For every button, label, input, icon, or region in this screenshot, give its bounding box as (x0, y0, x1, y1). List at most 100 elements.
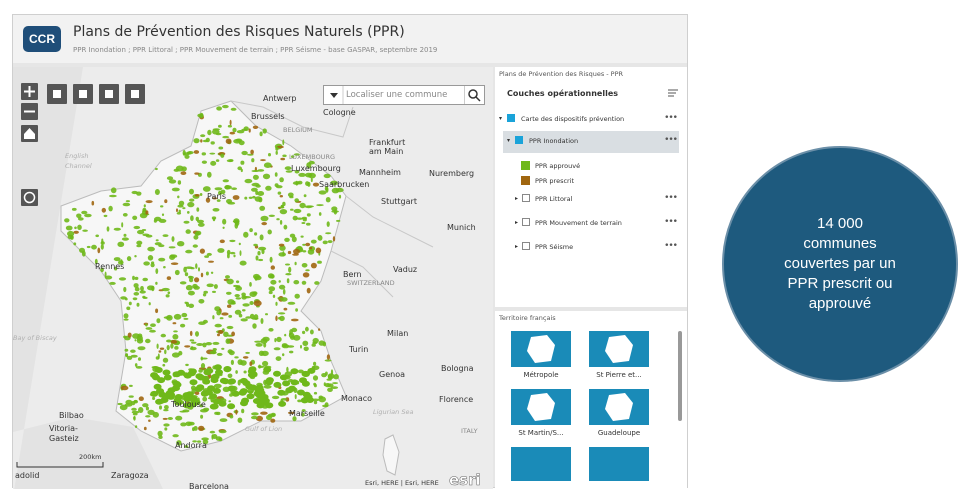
risk-area (270, 279, 277, 285)
risk-area (212, 208, 220, 212)
expand[interactable]: ▸ (515, 195, 519, 202)
risk-area (240, 168, 243, 173)
map-label: LUXEMBOURG (289, 153, 335, 161)
search-dropdown[interactable] (324, 86, 344, 104)
layer-row[interactable]: ▸ PPR Mouvement de terrain ••• (495, 213, 685, 233)
more[interactable]: ••• (664, 241, 678, 251)
risk-area (156, 343, 159, 349)
risk-area (226, 291, 232, 295)
layer-row[interactable]: ▾ PPR Inondation ••• (503, 131, 679, 153)
checkbox[interactable] (515, 136, 523, 144)
more[interactable]: ••• (664, 113, 678, 123)
map-label: Milan (387, 329, 408, 338)
risk-area (157, 430, 163, 437)
risk-area (145, 327, 153, 330)
risk-area (273, 381, 282, 388)
risk-area (237, 166, 242, 171)
risk-area (106, 226, 110, 232)
risk-area (200, 414, 204, 419)
map-label: Vaduz (393, 265, 417, 274)
risk-area (305, 242, 311, 247)
expand[interactable]: ▾ (499, 115, 503, 122)
territory-thumb[interactable] (589, 389, 649, 425)
risk-area (183, 220, 190, 224)
risk-area (227, 403, 236, 410)
risk-area (294, 394, 297, 400)
risk-area (231, 187, 238, 190)
layer-row[interactable]: ▸ PPR Séisme ••• (495, 237, 685, 257)
risk-area (177, 241, 185, 247)
layer-options[interactable] (667, 87, 679, 99)
risk-area (221, 378, 230, 385)
risk-area (181, 312, 188, 318)
risk-area (264, 379, 273, 386)
search-box[interactable]: Localiser une commune (323, 85, 485, 105)
risk-area (282, 139, 285, 146)
territory-thumb[interactable] (511, 447, 571, 481)
territory-thumb[interactable] (511, 389, 571, 425)
risk-area (258, 258, 264, 262)
more[interactable]: ••• (664, 217, 678, 227)
risk-area (324, 402, 329, 408)
checkbox[interactable] (507, 114, 515, 122)
risk-area (322, 240, 328, 245)
risk-area (172, 434, 179, 438)
risk-area (327, 383, 334, 388)
risk-area (240, 318, 248, 322)
risk-area (183, 317, 189, 320)
scrollbar[interactable] (678, 331, 682, 421)
territory-thumb[interactable] (589, 447, 649, 481)
territory-thumb[interactable] (511, 331, 571, 367)
risk-area (302, 330, 306, 335)
risk-area (200, 134, 206, 138)
risk-area (229, 131, 236, 135)
more[interactable]: ••• (664, 193, 678, 203)
risk-area (150, 263, 155, 268)
risk-area (231, 331, 236, 337)
risk-area (218, 146, 224, 150)
expand[interactable]: ▾ (507, 137, 511, 144)
risk-area (148, 419, 151, 422)
legend-label: PPR prescrit (535, 177, 575, 185)
more[interactable]: ••• (664, 135, 678, 145)
risk-area (171, 352, 180, 358)
map[interactable]: Antwerp Brussels BELGIUM Cologne Frankfurt am… (13, 67, 493, 489)
risk-area (202, 186, 211, 192)
risk-area (143, 426, 147, 431)
layer-group[interactable]: ▾ Carte des dispositifs prévention ••• (495, 109, 685, 129)
risk-area (125, 200, 130, 203)
risk-area (212, 290, 216, 293)
risk-area (168, 179, 177, 184)
checkbox[interactable] (522, 242, 530, 250)
risk-area (307, 367, 316, 374)
search-button[interactable] (464, 86, 484, 104)
risk-area (145, 338, 151, 344)
expand[interactable]: ▸ (515, 219, 519, 226)
risk-area (248, 128, 251, 133)
scale-bar (16, 462, 104, 468)
territory-thumb[interactable] (589, 331, 649, 367)
checkbox[interactable] (522, 218, 530, 226)
search-placeholder[interactable]: Localiser une commune (346, 90, 448, 100)
risk-area (251, 187, 258, 192)
risk-area (133, 283, 139, 288)
risk-area (255, 184, 261, 188)
expand[interactable]: ▸ (515, 243, 519, 250)
risk-area (220, 189, 226, 195)
map-canvas[interactable]: Antwerp Brussels BELGIUM Cologne Frankfurtam… (13, 67, 493, 489)
risk-area (166, 176, 174, 181)
risk-area (86, 245, 91, 249)
risk-area (193, 150, 200, 154)
risk-area (202, 378, 211, 385)
checkbox[interactable] (522, 194, 530, 202)
layer-row[interactable]: ▸ PPR Littoral ••• (495, 189, 685, 209)
risk-area (269, 274, 275, 279)
risk-area (228, 378, 236, 385)
locate[interactable] (21, 189, 38, 206)
risk-area (180, 323, 186, 328)
risk-area (222, 218, 227, 225)
risk-area (103, 214, 108, 218)
logo[interactable]: CCR (23, 26, 61, 52)
risk-area (279, 315, 285, 322)
